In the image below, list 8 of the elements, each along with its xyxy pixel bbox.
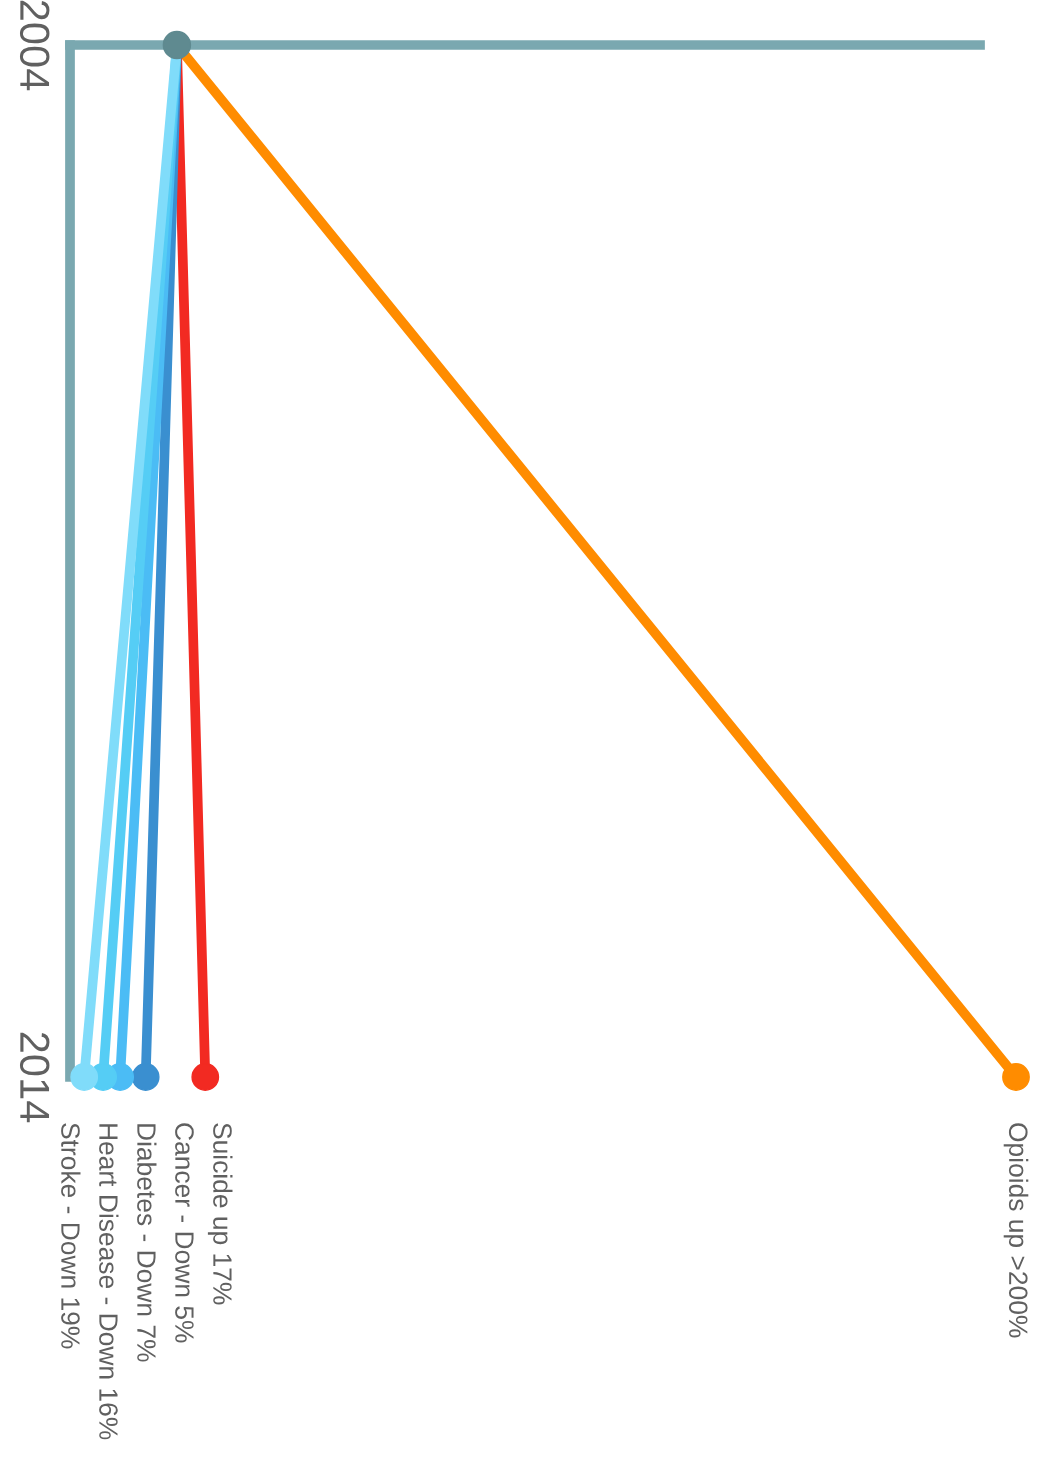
text: Diabetes - Down 7% <box>137 1124 157 1362</box>
y-tick-label: 2014 <box>19 1032 50 1123</box>
y-tick-label: 2004 <box>19 0 50 91</box>
text: Stroke - Down 19% <box>61 1123 81 1349</box>
text: Opioids up >200% <box>1003 1123 1029 1338</box>
text: Heart Disease - Down 16% <box>99 1124 119 1440</box>
text: Suicide up 17% <box>207 1123 233 1305</box>
text: Cancer - Down 5% <box>175 1123 194 1343</box>
